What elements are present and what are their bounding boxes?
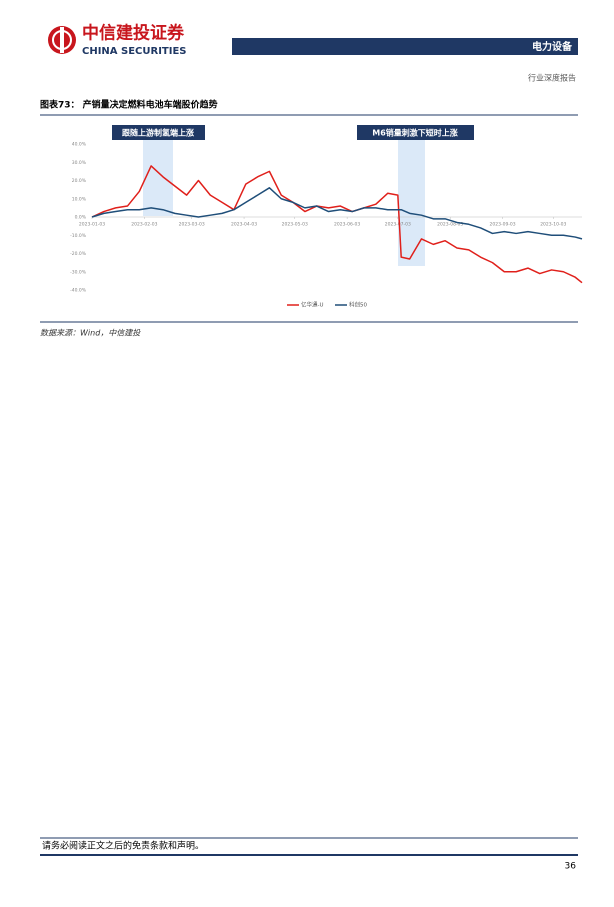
series-line — [91, 165, 583, 284]
sector-bar — [232, 38, 578, 55]
y-tick-label: 0.0% — [75, 215, 87, 221]
x-tick-label: 2023-02-03 — [131, 222, 157, 228]
x-tick-label: 2023-06-03 — [334, 222, 360, 228]
sector: 电力设备 — [532, 40, 573, 53]
y-tick-label: -20.0% — [70, 251, 87, 257]
annotation-box — [112, 125, 205, 140]
highlight-band — [143, 140, 173, 216]
y-tick-label: 10.0% — [72, 196, 87, 202]
legend-label: 科创50 — [349, 301, 367, 309]
x-tick-label: 2023-09-03 — [490, 222, 516, 228]
logo-bar — [60, 27, 64, 53]
y-tick-label: 40.0% — [72, 142, 87, 148]
plot: 40.0% 30.0% 20.0% 10.0% 0.0% -10.0% -20.0% -30.… — [70, 142, 583, 309]
x-tick-label: 2023-10-03 — [540, 222, 566, 228]
x-tick-label: 2023-04-03 — [231, 222, 257, 228]
y-tick-label: -10.0% — [70, 233, 87, 239]
annotation: 跟随上游制氢端上涨 — [122, 128, 194, 138]
y-tick-label: -40.0% — [70, 288, 87, 294]
highlight-band — [398, 140, 425, 266]
legend-label: 亿华通-U — [301, 301, 324, 309]
y-tick-label: -30.0% — [70, 269, 87, 275]
annotation-box — [357, 125, 474, 140]
x-tick-label: 2023-08-03 — [437, 222, 463, 228]
brand-cn: 中信建投证券 — [82, 23, 185, 44]
figure-title: 图表73： 产销量决定燃料电池车端股价趋势 — [40, 99, 218, 111]
annotation: M6销量刺激下短时上涨 — [372, 128, 458, 138]
y-tick-label: 20.0% — [72, 178, 87, 184]
x-tick-label: 2023-07-03 — [385, 222, 411, 228]
source: 数据来源：Wind，中信建投 — [40, 329, 141, 338]
brand-en: CHINA SECURITIES — [82, 46, 187, 57]
disclaimer: 请务必阅读正文之后的免责条款和声明。 — [42, 840, 204, 852]
series-line — [91, 187, 583, 240]
x-tick-label: 2023-01-03 — [79, 222, 105, 228]
x-tick-label: 2023-05-03 — [282, 222, 308, 228]
y-tick-label: 30.0% — [72, 160, 87, 166]
x-tick-label: 2023-03-03 — [179, 222, 205, 228]
report-type: 行业深度报告 — [528, 73, 576, 83]
page-number: 36 — [565, 862, 577, 872]
